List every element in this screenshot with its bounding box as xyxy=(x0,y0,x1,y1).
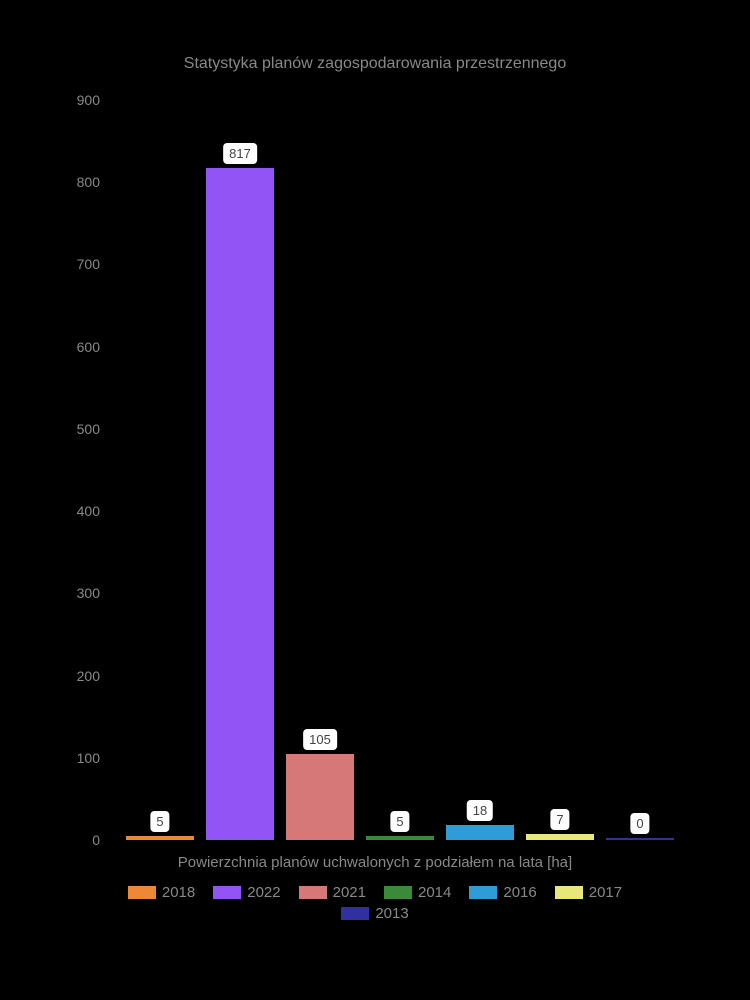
bar-2022 xyxy=(206,168,274,840)
y-tick: 900 xyxy=(77,92,100,108)
legend-item-2013: 2013 xyxy=(341,905,408,922)
legend-item-2018: 2018 xyxy=(128,884,195,901)
legend-label: 2013 xyxy=(375,905,408,922)
bar-value-label: 18 xyxy=(467,800,493,821)
legend-row: 2018 2022 2021 2014 2016 2017 xyxy=(60,884,690,901)
bar-value-label: 817 xyxy=(223,143,257,164)
legend-item-2017: 2017 xyxy=(555,884,622,901)
y-tick: 600 xyxy=(77,339,100,355)
chart-title: Statystyka planów zagospodarowania przes… xyxy=(60,55,690,73)
bar-2018 xyxy=(126,836,194,840)
bar-2017 xyxy=(526,834,594,840)
x-axis-label: Powierzchnia planów uchwalonych z podzia… xyxy=(60,854,690,871)
y-tick: 300 xyxy=(77,585,100,601)
legend: 2018 2022 2021 2014 2016 2017 2013 xyxy=(60,884,690,926)
bar-value-label: 0 xyxy=(630,813,649,834)
legend-item-2014: 2014 xyxy=(384,884,451,901)
y-tick: 800 xyxy=(77,174,100,190)
y-tick: 0 xyxy=(92,832,100,848)
legend-swatch xyxy=(128,886,156,899)
legend-swatch xyxy=(341,907,369,920)
bar-value-label: 5 xyxy=(150,811,169,832)
bar-2016 xyxy=(446,825,514,840)
legend-item-2016: 2016 xyxy=(469,884,536,901)
legend-swatch xyxy=(299,886,327,899)
bar-2014 xyxy=(366,836,434,840)
y-tick: 100 xyxy=(77,750,100,766)
legend-label: 2018 xyxy=(162,884,195,901)
legend-swatch xyxy=(213,886,241,899)
y-tick: 200 xyxy=(77,668,100,684)
plot-area: 5 817 105 5 18 7 0 xyxy=(110,100,690,840)
legend-item-2022: 2022 xyxy=(213,884,280,901)
bar-2021 xyxy=(286,754,354,840)
legend-swatch xyxy=(384,886,412,899)
legend-row: 2013 xyxy=(60,905,690,922)
y-tick: 400 xyxy=(77,503,100,519)
bar-value-label: 105 xyxy=(303,729,337,750)
legend-label: 2021 xyxy=(333,884,366,901)
y-tick: 700 xyxy=(77,256,100,272)
legend-item-2021: 2021 xyxy=(299,884,366,901)
legend-label: 2014 xyxy=(418,884,451,901)
bar-value-label: 5 xyxy=(390,811,409,832)
chart-container: Statystyka planów zagospodarowania przes… xyxy=(60,60,690,920)
legend-label: 2017 xyxy=(589,884,622,901)
bar-2013 xyxy=(606,838,674,840)
y-axis: 0100200300400500600700800900 xyxy=(60,100,110,840)
legend-swatch xyxy=(555,886,583,899)
legend-label: 2022 xyxy=(247,884,280,901)
y-tick: 500 xyxy=(77,421,100,437)
bar-value-label: 7 xyxy=(550,809,569,830)
legend-label: 2016 xyxy=(503,884,536,901)
legend-swatch xyxy=(469,886,497,899)
